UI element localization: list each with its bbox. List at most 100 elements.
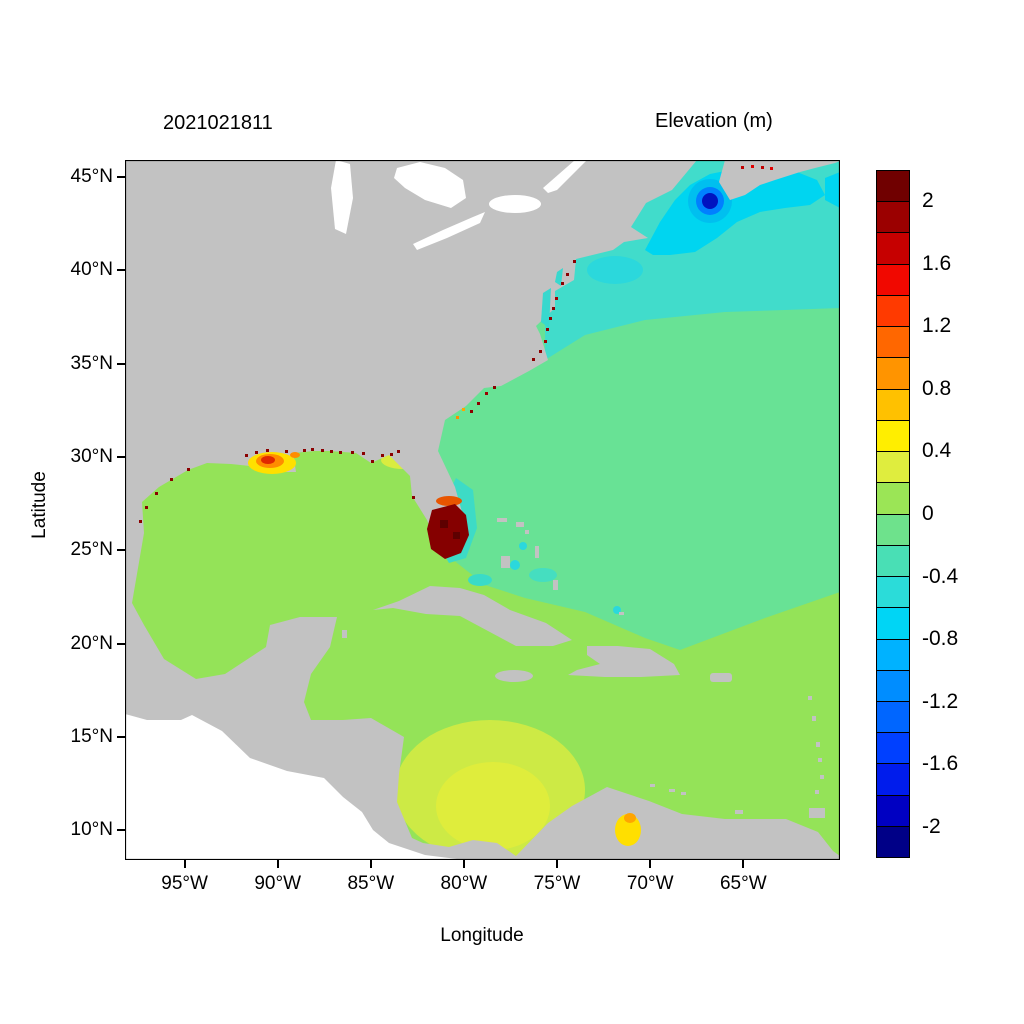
colorbar-tick-label: -0.8 <box>922 627 959 651</box>
lake-ontario <box>489 195 541 213</box>
y-tick-label: 35°N <box>70 352 113 374</box>
colorbar-segment <box>877 233 909 265</box>
colorbar-segment <box>877 733 909 765</box>
delaware-bay <box>555 268 563 286</box>
colorbar-tick-label: 1.2 <box>922 314 952 338</box>
x-tick-mark <box>369 860 372 868</box>
colorbar-segment <box>877 795 909 827</box>
x-tick-mark <box>276 860 279 868</box>
y-tick-label: 30°N <box>70 445 113 467</box>
colorbar-title: Elevation (m) <box>655 110 773 132</box>
lake-huron <box>394 162 466 208</box>
y-axis-label: Latitude <box>29 471 50 539</box>
island-grand-bahama <box>497 518 507 522</box>
y-tick-mark <box>117 735 125 738</box>
colorbar-segment <box>877 826 909 858</box>
y-tick-label: 20°N <box>70 632 113 654</box>
x-tick-label: 70°W <box>626 873 674 894</box>
y-tick-mark <box>117 829 125 832</box>
bay-of-fundy-low <box>688 179 732 223</box>
lake-erie <box>413 212 485 250</box>
colorbar-segment <box>877 358 909 390</box>
island-antilles-dot <box>808 696 812 700</box>
island-antilles-dot <box>816 742 820 747</box>
colorbar-segment <box>877 577 909 609</box>
colorbar-tick-label: 0 <box>922 502 934 525</box>
colorbar-segment <box>877 202 909 234</box>
colorbar-segment <box>877 514 909 546</box>
island-aruba <box>650 784 655 787</box>
island-antilles-dot <box>820 775 824 779</box>
y-tick-label: 15°N <box>70 725 113 747</box>
land-islands <box>342 518 825 818</box>
gulf-of-maine-cyan-patch <box>645 168 825 255</box>
x-tick-mark <box>462 860 465 868</box>
run-timestamp-title: 2021021811 <box>163 112 273 134</box>
island-bimini <box>525 530 529 534</box>
island-trinidad <box>809 808 825 818</box>
colorbar-segment <box>877 452 909 484</box>
x-tick-label: 65°W <box>719 873 767 894</box>
y-tick-mark <box>117 549 125 552</box>
colorbar-tick-label: -0.4 <box>922 564 959 588</box>
everglades-inundation <box>427 496 469 559</box>
island-cuba <box>373 586 572 646</box>
colorbar-tick-label: -2 <box>922 814 941 838</box>
island-antilles-dot <box>815 790 819 794</box>
lake-maracaibo-high <box>615 813 641 846</box>
plot-border <box>124 159 841 861</box>
colorbar-tick-label: 0.8 <box>922 376 952 400</box>
island-jamaica <box>495 670 533 682</box>
island-andros <box>501 556 510 568</box>
long-island-cyan-patch <box>587 256 643 284</box>
elevation-map <box>124 159 841 861</box>
bahama-bank-cyan-dot <box>519 542 527 550</box>
scotian-shelf-cyan-patch <box>825 172 840 208</box>
y-tick-mark <box>117 269 125 272</box>
coastal-flood-speckles <box>139 165 773 523</box>
x-tick-mark <box>649 860 652 868</box>
pacific-ocean-mask <box>125 714 465 860</box>
x-tick-mark <box>183 860 186 868</box>
x-tick-mark <box>556 860 558 868</box>
y-tick-mark <box>117 455 125 458</box>
colorbar-segment <box>877 295 909 328</box>
island-antilles-dot <box>812 716 816 721</box>
y-tick-label: 45°N <box>70 165 113 187</box>
island-eleuthera <box>535 546 539 558</box>
chesapeake-bay <box>541 288 551 328</box>
land-nova-scotia <box>719 160 840 200</box>
x-tick-label: 95°W <box>161 873 208 894</box>
colorbar-tick-label: 1.6 <box>922 251 952 275</box>
y-tick-label: 25°N <box>70 539 113 561</box>
colorbar-segment <box>877 171 909 203</box>
island-long-island-bahamas <box>553 580 558 590</box>
island-curacao <box>669 789 675 792</box>
island-hispaniola <box>568 646 680 677</box>
x-tick-label: 90°W <box>254 873 302 894</box>
colorbar-segment <box>877 264 909 296</box>
x-tick-label: 80°W <box>440 873 488 894</box>
colorbar-tick-label: 2 <box>922 189 934 213</box>
x-axis-label: Longitude <box>440 925 524 946</box>
x-tick-label: 85°W <box>347 873 395 894</box>
island-cozumel <box>342 630 347 638</box>
y-tick-mark <box>117 362 125 365</box>
colorbar-segment <box>877 670 909 702</box>
lake-michigan <box>331 160 353 234</box>
y-tick-label: 40°N <box>70 259 113 281</box>
colorbar-segment <box>877 608 909 640</box>
colorbar-segment <box>877 545 909 578</box>
x-tick-mark <box>742 860 745 868</box>
island-bonaire <box>681 792 686 795</box>
colorbar-segment <box>877 764 909 796</box>
map-plot-area <box>124 159 841 861</box>
land-mainland <box>125 160 840 860</box>
colorbar-segment <box>877 327 909 359</box>
island-margarita <box>735 810 743 814</box>
island-puerto-rico <box>710 673 732 682</box>
st-lawrence-river <box>543 160 587 193</box>
old-bahama-channel-patch <box>529 568 557 582</box>
colorbar-segment <box>877 483 909 515</box>
